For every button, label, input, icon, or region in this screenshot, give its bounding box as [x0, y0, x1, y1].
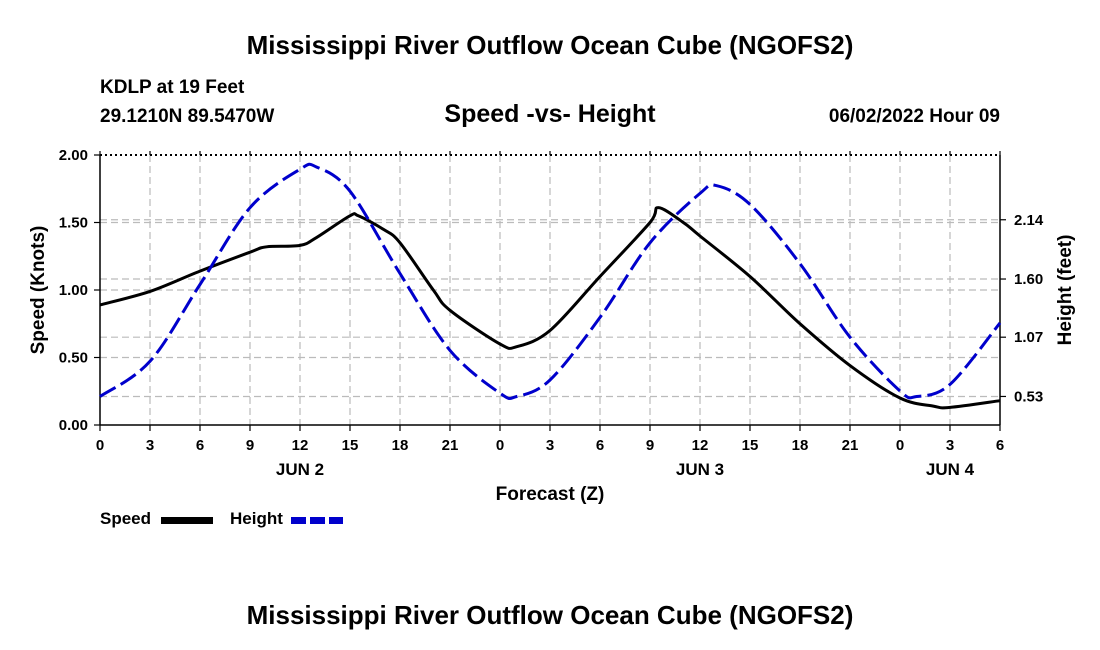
day-label: JUN 2: [276, 460, 324, 479]
x-tick-label: 15: [742, 437, 759, 454]
legend-speed-label: Speed: [100, 509, 152, 528]
speed-height-chart: Forecast (Z) Speed (Knots) Height (feet)…: [28, 147, 1076, 505]
series-layer: [99, 162, 1002, 410]
forecast-date: 06/02/2022 Hour 09: [828, 106, 1000, 127]
day-label: JUN 3: [676, 460, 724, 479]
chart-subtitle: Speed -vs- Height: [444, 100, 656, 128]
page-title: Mississippi River Outflow Ocean Cube (NG…: [246, 30, 854, 60]
station-label: KDLP at 19 Feet: [100, 77, 245, 98]
x-tick-label: 3: [146, 437, 154, 454]
x-tick-label: 0: [96, 437, 104, 454]
x-tick-label: 18: [792, 437, 809, 454]
y-left-tick-label: 1.00: [59, 282, 88, 299]
x-axis-label: Forecast (Z): [496, 484, 605, 505]
day-label: JUN 4: [926, 460, 975, 479]
y-right-tick-label: 0.53: [1014, 388, 1043, 405]
x-tick-label: 21: [442, 437, 459, 454]
x-tick-label: 6: [996, 437, 1004, 454]
y-right-tick-label: 1.07: [1014, 329, 1043, 346]
x-tick-label: 6: [596, 437, 604, 454]
legend-height-label: Height: [230, 509, 283, 528]
y-right-tick-label: 1.60: [1014, 271, 1043, 288]
y-left-tick-label: 0.00: [59, 417, 88, 434]
x-tick-label: 18: [392, 437, 409, 454]
x-tick-label: 15: [342, 437, 359, 454]
height-series-line: [99, 162, 1002, 401]
legend-height-swatch: [291, 517, 343, 524]
x-tick-label: 9: [646, 437, 654, 454]
x-tick-label: 9: [246, 437, 254, 454]
labels-layer: Forecast (Z) Speed (Knots) Height (feet)…: [28, 147, 1076, 505]
location-label: 29.1210N 89.5470W: [100, 106, 275, 127]
x-tick-label: 12: [292, 437, 309, 454]
grid-layer: [100, 155, 1000, 425]
y-axis-right-label: Height (feet): [1055, 235, 1076, 346]
page-title-repeat: Mississippi River Outflow Ocean Cube (NG…: [246, 600, 854, 630]
y-left-tick-label: 1.50: [59, 215, 88, 232]
x-tick-label: 12: [692, 437, 709, 454]
x-tick-label: 0: [496, 437, 504, 454]
y-right-tick-label: 2.14: [1014, 212, 1044, 229]
x-tick-label: 0: [896, 437, 904, 454]
y-axis-left-label: Speed (Knots): [28, 226, 49, 355]
x-tick-label: 21: [842, 437, 859, 454]
speed-series-line: [99, 206, 1001, 410]
x-tick-label: 3: [546, 437, 554, 454]
x-tick-label: 6: [196, 437, 204, 454]
y-left-tick-label: 0.50: [59, 350, 88, 367]
axes-layer: [94, 151, 1006, 431]
legend-speed-swatch: [161, 517, 213, 524]
y-left-tick-label: 2.00: [59, 147, 88, 164]
x-tick-label: 3: [946, 437, 954, 454]
